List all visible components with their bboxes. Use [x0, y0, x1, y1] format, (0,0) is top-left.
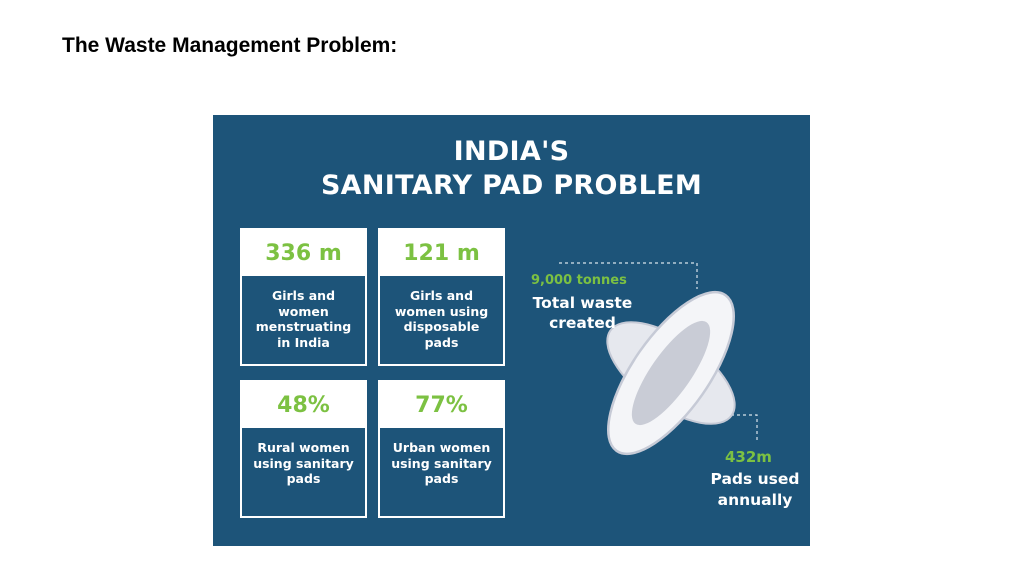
pads-label-line: annually	[717, 491, 793, 509]
stat-label: Urban women using sanitary pads	[380, 428, 503, 487]
stat-card-menstruating: 336 m Girls and women menstruating in In…	[240, 228, 367, 366]
pads-label: Pads used annually	[702, 469, 808, 511]
slide-title: The Waste Management Problem:	[62, 34, 398, 57]
stat-label-line: Girls and	[409, 288, 474, 303]
heading-line-2: SANITARY PAD PROBLEM	[320, 170, 703, 201]
stat-card-urban: 77% Urban women using sanitary pads	[378, 380, 505, 518]
sanitary-pad-icon	[559, 262, 758, 456]
infographic-heading: INDIA'S SANITARY PAD PROBLEM	[213, 135, 810, 203]
stat-value: 121 m	[380, 230, 503, 276]
infographic-image: INDIA'S SANITARY PAD PROBLEM 336 m Girls…	[213, 115, 810, 546]
waste-label-line: Total waste	[532, 294, 633, 312]
waste-label-line: created	[549, 314, 616, 332]
stat-label: Girls and women menstruating in India	[242, 276, 365, 350]
waste-figure: 9,000 tonnes	[531, 273, 627, 288]
heading-line-1: INDIA'S	[453, 136, 570, 167]
stat-label-line: Urban women	[392, 440, 491, 455]
stat-value: 336 m	[242, 230, 365, 276]
stat-label-line: pads	[286, 471, 321, 486]
stat-label-line: pads	[424, 471, 459, 486]
stat-label-line: menstruating	[255, 319, 352, 334]
stat-label-line: using sanitary	[253, 455, 354, 471]
pad-shape	[606, 290, 736, 456]
callout-line-top	[559, 262, 698, 289]
pads-figure: 432m	[725, 448, 772, 466]
waste-label: Total waste created	[525, 293, 640, 333]
stat-label: Rural women using sanitary pads	[242, 428, 365, 487]
stat-label-line: pads	[424, 334, 459, 350]
stat-label-line: disposable	[403, 319, 480, 334]
pads-label-line: Pads used	[710, 470, 800, 488]
stat-label-line: in India	[277, 334, 330, 350]
stat-card-rural: 48% Rural women using sanitary pads	[240, 380, 367, 518]
stat-value: 77%	[380, 382, 503, 428]
pad-core	[631, 320, 711, 426]
stat-value: 48%	[242, 382, 365, 428]
stat-card-disposable: 121 m Girls and women using disposable p…	[378, 228, 505, 366]
stat-label: Girls and women using disposable pads	[380, 276, 503, 350]
stat-label-line: women	[278, 303, 329, 319]
stat-label-line: women using	[394, 303, 489, 319]
stat-label-line: Rural women	[257, 440, 350, 455]
stat-label-line: using sanitary	[391, 455, 492, 471]
stat-label-line: Girls and	[271, 288, 336, 303]
